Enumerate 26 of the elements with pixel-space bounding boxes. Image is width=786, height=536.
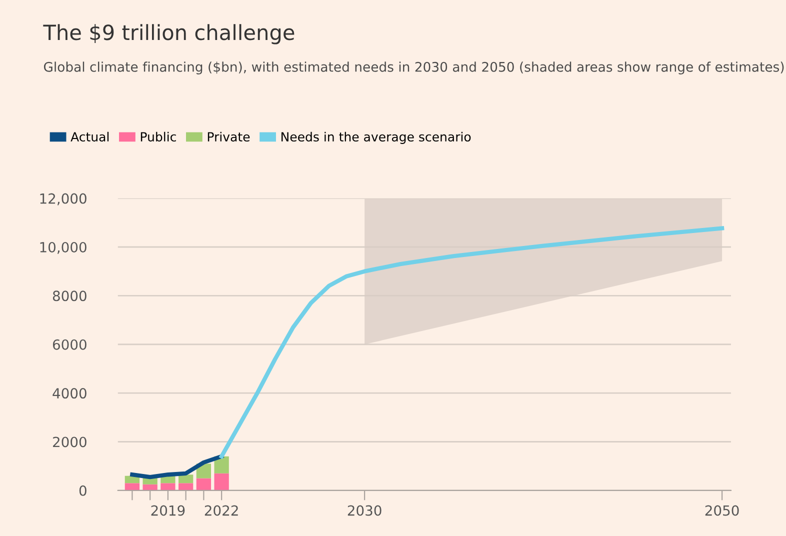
bar [214,473,229,490]
y-tick-label: 12,000 [40,193,86,206]
y-tick-label: 4000 [52,388,86,399]
line-series [219,226,724,458]
y-tick-label: 0 [79,485,86,496]
x-tick-label: 2030 [348,505,382,516]
legend-label: Private [208,132,250,142]
bar [196,478,212,490]
y-tick-label: 2000 [53,436,86,448]
bar [160,483,176,490]
x-tick-label: 2050 [705,505,739,516]
chart-subtitle: Global climate financing ($bn), with estimated needs in 2030 and 2050 (shaded areas show range of estimates) [44,62,784,74]
bar [178,474,194,484]
chart-title: The $9 trillion challenge [43,24,294,44]
y-tick-label: 8000 [52,290,86,302]
bar [142,484,158,490]
bar [178,483,194,490]
x-tick-label: 2022 [204,505,238,516]
x-tick-label: 2019 [151,505,185,516]
y-tick-label: 10,000 [40,242,86,254]
legend-label: Public [140,132,176,142]
line-series [130,454,224,480]
legend-label: Actual [70,132,109,142]
y-tick-label: 6000 [52,339,86,350]
legend-label: Needs in the average scenario [282,132,471,144]
bar [124,483,140,490]
